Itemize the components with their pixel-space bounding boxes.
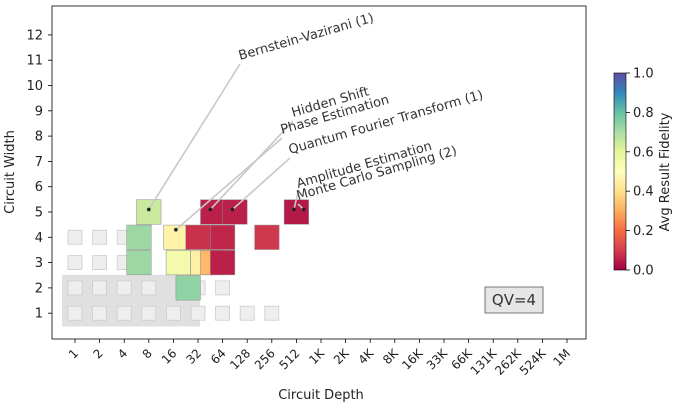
x-tick-label: 256 [252, 346, 278, 372]
fidelity-cells-group [126, 199, 309, 301]
empty-cell [67, 305, 83, 321]
colorbar-tick-label: 0.2 [633, 224, 654, 239]
fidelity-cell [222, 199, 248, 225]
empty-cell [215, 305, 231, 321]
x-tick-label: 64 [208, 346, 229, 367]
colorbar-tick-label: 0.6 [633, 145, 654, 160]
quantum-volume-box [484, 286, 544, 314]
empty-cell [190, 305, 206, 321]
x-tick-label: 524K [517, 345, 549, 377]
fidelity-cell [200, 199, 226, 225]
empty-cell [116, 280, 132, 296]
x-tick-label: 32 [183, 346, 204, 367]
y-tick-label: 1 [35, 307, 43, 322]
fidelity-cell [210, 224, 236, 250]
empty-cell [92, 229, 107, 245]
annotation-arrow-head [208, 207, 213, 212]
y-tick-label: 8 [35, 130, 43, 145]
x-tick-label: 4 [115, 346, 130, 361]
annotation-arrow-head [174, 227, 178, 232]
annotation-arrow-head [230, 207, 235, 212]
x-axis-label: Circuit Depth [278, 388, 364, 403]
x-tick-label: 128 [227, 346, 253, 372]
x-tick-label: 16K [399, 345, 426, 372]
colorbar-ticks: 0.0 0.2 0.4 0.6 0.8 1.0 [626, 67, 654, 279]
x-tick-label: 1K [306, 345, 328, 367]
annotation-line [293, 191, 299, 210]
fidelity-cell [126, 250, 152, 276]
empty-cell [239, 305, 255, 321]
colorbar-tick-label: 1.0 [633, 67, 654, 82]
y-tick-label: 11 [26, 54, 43, 69]
x-tick-label: 1 [66, 346, 81, 361]
annotation-arrow-head [147, 207, 151, 212]
fidelity-cell [175, 275, 201, 301]
fidelity-cell [254, 224, 280, 250]
y-tick-label: 6 [35, 180, 43, 195]
y-tick-label: 10 [26, 79, 43, 94]
quantum-volume-label: QV=4 [492, 291, 536, 309]
x-tick-label: 1M [550, 346, 573, 369]
empty-cell [141, 280, 157, 296]
y-tick-label: 2 [35, 281, 43, 296]
x-tick-label: 4K [355, 345, 377, 367]
annotation-arrow-head [292, 207, 296, 212]
x-tick-label: 8K [380, 345, 402, 367]
empty-cell [141, 305, 157, 321]
colorbar-tick-label: 0.8 [633, 106, 654, 121]
x-tick-label: 2 [90, 346, 105, 361]
y-tick-label: 12 [26, 28, 43, 43]
empty-cell [165, 305, 181, 321]
y-tick-label: 7 [35, 155, 43, 170]
fidelity-cell [185, 224, 211, 250]
fidelity-cell [165, 250, 191, 276]
empty-cell [67, 255, 83, 271]
x-tick-label: 262K [492, 345, 524, 377]
y-tick-label: 3 [35, 256, 43, 271]
empty-cell [116, 305, 132, 321]
colorbar [613, 72, 627, 271]
empty-cell [215, 280, 231, 296]
colorbar-tick-label: 0.4 [633, 185, 654, 200]
y-tick-label: 5 [35, 206, 43, 221]
fidelity-cell [136, 199, 162, 225]
empty-cell [264, 305, 280, 321]
empty-cell [92, 280, 107, 296]
annotation-arrow-head [301, 207, 306, 212]
x-tick-label: 512 [276, 346, 302, 372]
y-tick-label: 4 [35, 231, 43, 246]
fidelity-cell [283, 199, 309, 225]
x-tick-label: 131K [468, 345, 500, 377]
empty-cell [92, 255, 107, 271]
fidelity-cell [210, 250, 236, 276]
y-tick-label: 9 [35, 104, 43, 119]
x-tick-label: 16 [159, 346, 180, 367]
x-tick-label: 8 [140, 346, 155, 361]
y-axis-label: Circuit Width [3, 130, 18, 214]
empty-cell [92, 305, 107, 321]
x-tick-label: 33K [424, 345, 451, 372]
annotation-line [231, 157, 291, 211]
annotation-line [175, 137, 283, 231]
colorbar-label: Avg Result Fidelity [658, 112, 673, 231]
empty-cell [67, 280, 83, 296]
annotation-line [148, 63, 241, 210]
fidelity-cell [126, 224, 152, 250]
x-tick-label: 2K [331, 345, 353, 367]
colorbar-tick-label: 0.0 [633, 264, 654, 279]
empty-cell [67, 229, 83, 245]
